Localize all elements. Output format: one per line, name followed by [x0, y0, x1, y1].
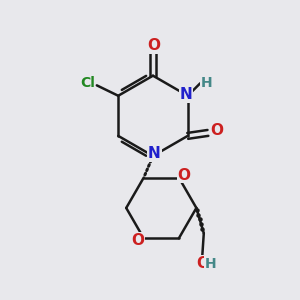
Text: N: N: [180, 87, 193, 102]
Text: Cl: Cl: [80, 76, 95, 90]
Text: O: O: [131, 233, 144, 248]
Text: O: O: [147, 38, 160, 53]
Text: H: H: [201, 76, 213, 90]
Text: N: N: [148, 146, 161, 161]
Text: O: O: [210, 123, 223, 138]
Text: H: H: [205, 256, 216, 271]
Text: O: O: [196, 256, 209, 271]
Text: O: O: [178, 168, 191, 183]
